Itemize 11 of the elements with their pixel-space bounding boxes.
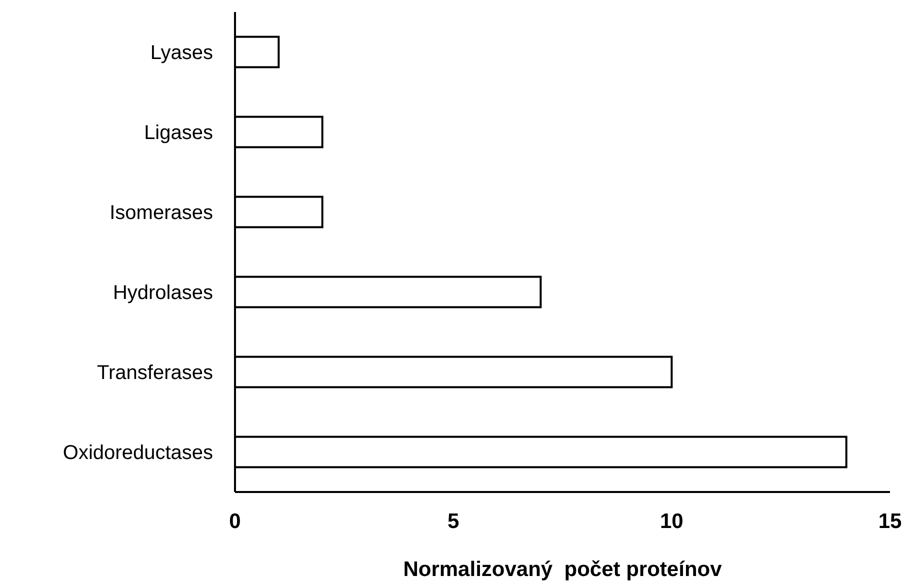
x-tick-label: 0 <box>229 510 241 533</box>
x-tick-label: 10 <box>660 510 684 533</box>
y-tick-label: Hydrolases <box>112 282 213 304</box>
y-tick-label: Transferases <box>97 362 213 384</box>
y-tick-label: Ligases <box>144 122 213 144</box>
y-tick-label: Oxidoreductases <box>62 442 213 464</box>
y-tick-label: Lyases <box>150 42 213 64</box>
x-tick-label: 15 <box>878 510 902 533</box>
y-tick-label: Isomerases <box>110 202 213 224</box>
x-axis-title: Normalizovaný počet proteínov <box>403 558 722 581</box>
x-tick-label: 5 <box>447 510 460 533</box>
